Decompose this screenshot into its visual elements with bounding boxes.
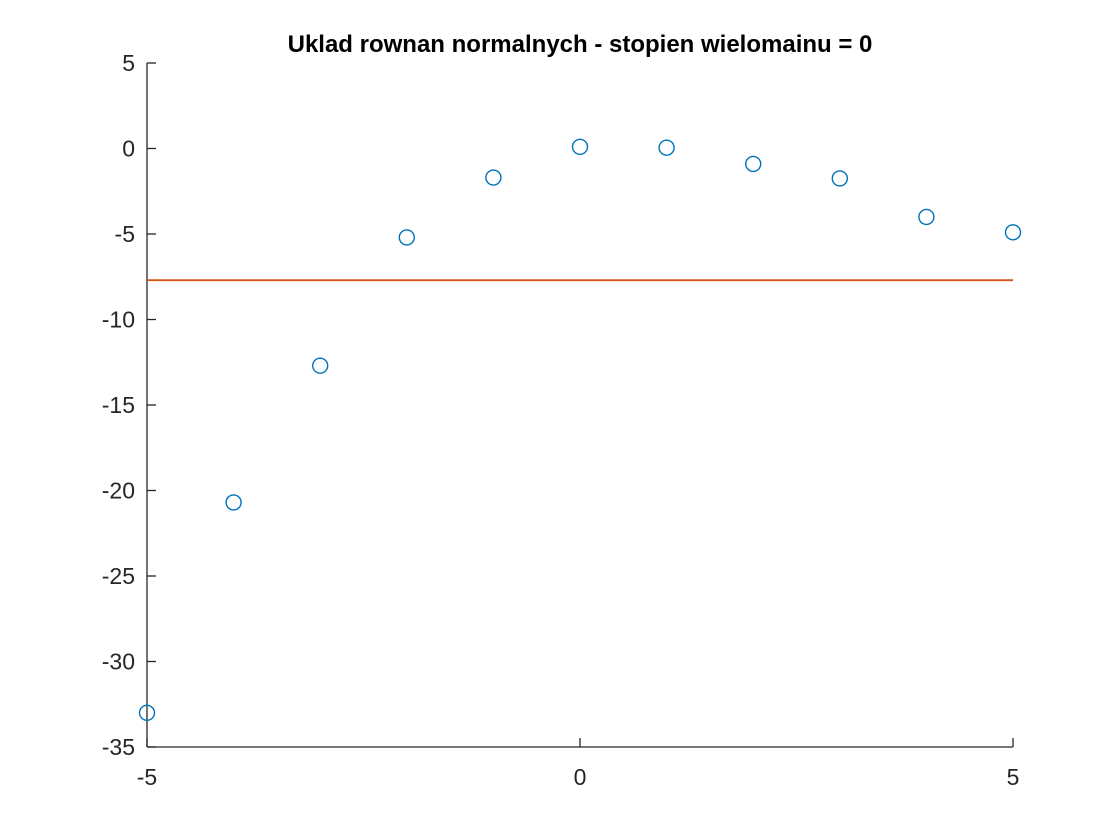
data-point bbox=[918, 208, 935, 226]
y-tick-label: -30 bbox=[102, 649, 135, 675]
x-tick-label: 5 bbox=[1007, 764, 1020, 790]
y-tick-label: -35 bbox=[102, 734, 135, 760]
data-point bbox=[745, 155, 762, 173]
data-point bbox=[571, 138, 589, 155]
data-point bbox=[398, 229, 415, 246]
y-tick-label: -5 bbox=[115, 221, 135, 247]
x-tick-label: -5 bbox=[137, 764, 157, 790]
y-axis-ticks: 5 0 -5 -10 -15 -20 -25 -30 -35 bbox=[102, 50, 156, 760]
data-point bbox=[485, 169, 502, 186]
y-tick-label: -10 bbox=[102, 307, 135, 333]
data-point bbox=[831, 170, 848, 187]
y-tick-label: 5 bbox=[122, 50, 135, 76]
x-axis-ticks: -5 0 5 bbox=[137, 738, 1020, 790]
y-tick-label: -25 bbox=[102, 563, 135, 589]
axes bbox=[146, 63, 1013, 748]
data-point bbox=[312, 357, 329, 374]
chart-title: Uklad rownan normalnych - stopien wielom… bbox=[288, 31, 873, 58]
y-tick-label: -20 bbox=[102, 478, 135, 504]
data-point bbox=[1004, 224, 1022, 241]
x-tick-label: 0 bbox=[574, 764, 587, 790]
data-point bbox=[138, 704, 156, 721]
y-tick-label: -15 bbox=[102, 392, 135, 418]
data-point bbox=[658, 139, 675, 156]
data-point bbox=[225, 494, 242, 511]
y-tick-label: 0 bbox=[122, 136, 135, 162]
plot-area bbox=[138, 138, 1022, 721]
